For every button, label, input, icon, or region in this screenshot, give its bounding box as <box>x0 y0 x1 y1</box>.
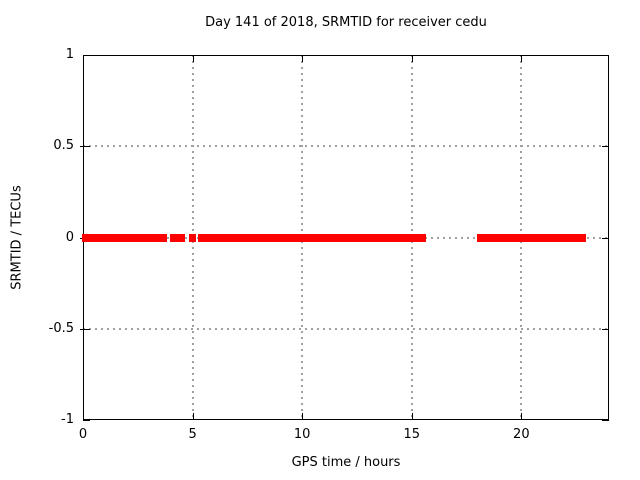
data-segment <box>496 233 586 242</box>
y-tick-left-outer <box>80 237 83 239</box>
x-tick-label: 0 <box>78 427 88 442</box>
x-tick-bottom <box>521 413 523 420</box>
x-tick-label: 10 <box>293 427 311 442</box>
x-tick-top <box>302 55 304 62</box>
y-tick-left-outer <box>80 328 83 330</box>
data-segment <box>198 233 426 242</box>
y-tick-label: -0.5 <box>48 320 74 336</box>
gridline-horizontal <box>83 327 609 330</box>
x-tick-top <box>192 55 194 62</box>
x-tick-label: 20 <box>513 427 530 442</box>
y-tick-left <box>83 420 90 421</box>
y-tick-label: 0 <box>65 229 74 245</box>
x-tick-bottom <box>411 413 413 420</box>
y-tick-left-outer <box>80 146 83 148</box>
y-tick-right <box>602 146 609 148</box>
data-segment <box>163 233 168 242</box>
y-tick-label: -1 <box>61 412 74 427</box>
y-tick-right <box>602 420 609 421</box>
x-tick-label: 5 <box>188 427 197 442</box>
y-tick-label: 1 <box>65 47 74 62</box>
y-tick-label: 0.5 <box>53 138 74 154</box>
data-segment <box>169 233 185 242</box>
chart-title: Day 141 of 2018, SRMTID for receiver ced… <box>205 15 487 30</box>
data-segment <box>491 233 497 242</box>
y-tick-right <box>602 328 609 330</box>
y-tick-left <box>83 328 90 330</box>
x-tick-label: 15 <box>403 427 421 442</box>
y-axis-label: SRMTID / TECUs <box>9 185 25 290</box>
x-tick-bottom <box>192 413 194 420</box>
data-segment <box>476 233 492 242</box>
x-axis-label: GPS time / hours <box>291 455 401 470</box>
y-tick-left <box>83 146 90 148</box>
x-tick-bottom <box>302 413 304 420</box>
gridline-horizontal <box>83 145 609 148</box>
y-tick-right <box>602 237 609 239</box>
data-segment <box>189 233 196 242</box>
x-tick-top <box>521 55 523 62</box>
x-tick-top <box>411 55 413 62</box>
data-segment <box>82 233 163 242</box>
